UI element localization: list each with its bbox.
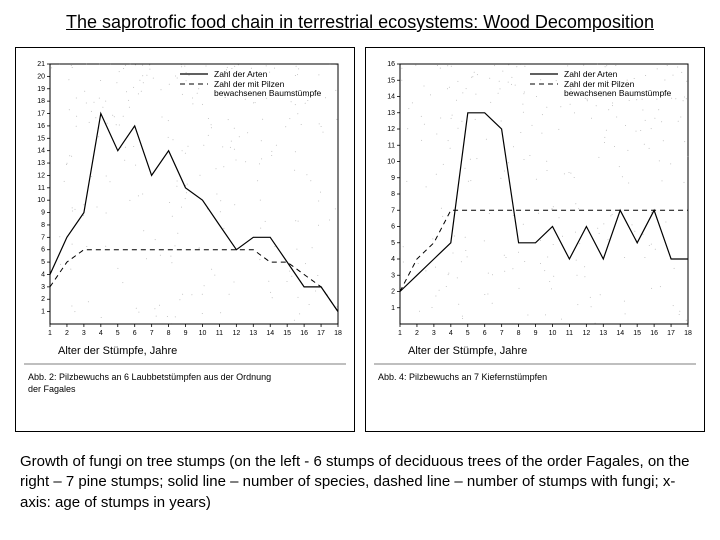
left-chart-panel: 1234567891011121314151617181920211234567… [15,47,355,432]
svg-text:3: 3 [82,330,86,337]
svg-text:8: 8 [167,330,171,337]
svg-text:19: 19 [37,86,45,93]
svg-text:12: 12 [232,330,240,337]
svg-text:16: 16 [37,123,45,130]
svg-text:4: 4 [449,330,453,337]
svg-text:14: 14 [266,330,274,337]
svg-text:18: 18 [334,330,342,337]
svg-text:9: 9 [184,330,188,337]
svg-text:7: 7 [500,330,504,337]
svg-text:9: 9 [534,330,538,337]
svg-text:11: 11 [566,330,573,337]
svg-text:Abb. 2: Pilzbewuchs an 6 Laubb: Abb. 2: Pilzbewuchs an 6 Laubbetstümpfen… [28,372,271,382]
svg-text:14: 14 [37,148,45,155]
svg-text:13: 13 [387,110,395,117]
svg-text:bewachsenen Baumstümpfe: bewachsenen Baumstümpfe [214,88,322,98]
svg-text:6: 6 [391,224,395,231]
svg-text:bewachsenen Baumstümpfe: bewachsenen Baumstümpfe [564,88,672,98]
svg-text:8: 8 [41,222,45,229]
svg-text:17: 17 [317,330,325,337]
svg-text:16: 16 [650,330,658,337]
svg-text:16: 16 [387,61,395,68]
svg-text:1: 1 [48,330,52,337]
svg-text:5: 5 [466,330,470,337]
svg-text:8: 8 [391,191,395,198]
svg-text:16: 16 [300,330,308,337]
svg-text:2: 2 [415,330,419,337]
svg-text:6: 6 [483,330,487,337]
svg-text:1: 1 [398,330,402,337]
svg-text:18: 18 [37,98,45,105]
right-chart-svg: 1234567891011121314151612345678910111213… [370,52,700,422]
svg-text:15: 15 [37,135,45,142]
svg-text:9: 9 [41,210,45,217]
svg-text:17: 17 [667,330,675,337]
svg-text:6: 6 [133,330,137,337]
svg-text:13: 13 [37,160,45,167]
svg-text:1: 1 [41,309,45,316]
page-title: The saprotrofic food chain in terrestria… [20,12,700,33]
svg-text:11: 11 [216,330,223,337]
svg-text:10: 10 [199,330,207,337]
svg-text:3: 3 [41,284,45,291]
svg-text:20: 20 [37,73,45,80]
svg-text:7: 7 [41,234,45,241]
svg-text:13: 13 [249,330,257,337]
svg-text:14: 14 [616,330,624,337]
svg-text:3: 3 [391,272,395,279]
left-chart-svg: 1234567891011121314151617181920211234567… [20,52,350,422]
svg-text:Zahl der Arten: Zahl der Arten [214,69,268,79]
svg-text:Zahl der Arten: Zahl der Arten [564,69,618,79]
svg-text:21: 21 [37,61,45,68]
svg-text:12: 12 [582,330,590,337]
svg-text:1: 1 [391,305,395,312]
svg-text:15: 15 [387,77,395,84]
svg-text:10: 10 [37,197,45,204]
svg-text:12: 12 [387,126,395,133]
svg-text:3: 3 [432,330,436,337]
svg-text:5: 5 [41,259,45,266]
svg-text:10: 10 [387,159,395,166]
svg-text:der Fagales: der Fagales [28,384,76,394]
svg-text:8: 8 [517,330,521,337]
svg-text:13: 13 [599,330,607,337]
svg-text:11: 11 [388,142,395,149]
svg-text:Alter der Stümpfe, Jahre: Alter der Stümpfe, Jahre [408,345,527,357]
svg-text:17: 17 [37,111,45,118]
svg-text:9: 9 [391,175,395,182]
svg-text:2: 2 [65,330,69,337]
svg-text:4: 4 [391,256,395,263]
svg-text:4: 4 [41,271,45,278]
svg-text:7: 7 [150,330,154,337]
svg-text:Alter der Stümpfe, Jahre: Alter der Stümpfe, Jahre [58,345,177,357]
svg-text:15: 15 [633,330,641,337]
svg-text:5: 5 [116,330,120,337]
svg-text:Abb. 4: Pilzbewuchs an 7 Kiefe: Abb. 4: Pilzbewuchs an 7 Kiefernstümpfen [378,372,547,382]
svg-text:5: 5 [391,240,395,247]
svg-text:4: 4 [99,330,103,337]
svg-text:12: 12 [37,172,45,179]
charts-row: 1234567891011121314151617181920211234567… [20,47,700,432]
svg-text:14: 14 [387,94,395,101]
svg-text:6: 6 [41,247,45,254]
svg-text:10: 10 [549,330,557,337]
caption-text: Growth of fungi on tree stumps (on the l… [20,452,700,513]
svg-text:15: 15 [283,330,291,337]
svg-text:11: 11 [38,185,45,192]
right-chart-panel: 1234567891011121314151612345678910111213… [365,47,705,432]
svg-text:7: 7 [391,207,395,214]
svg-text:18: 18 [684,330,692,337]
svg-text:2: 2 [391,289,395,296]
svg-text:2: 2 [41,296,45,303]
